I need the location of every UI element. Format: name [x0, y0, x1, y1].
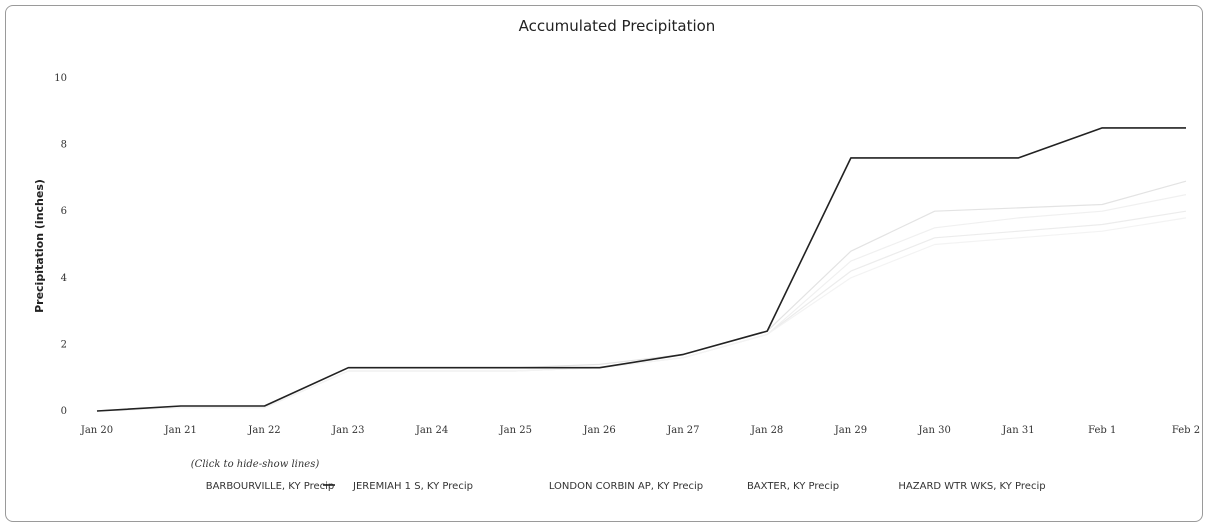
- legend-label: BARBOURVILLE, KY Precip: [206, 481, 335, 492]
- y-axis-ticks: 0 2 4 6 8 10: [54, 73, 67, 417]
- series-line-2[interactable]: [96, 210, 1187, 412]
- x-tick-label: Jan 30: [918, 425, 951, 436]
- legend-item-1[interactable]: JEREMIAH 1 S, KY Precip: [323, 481, 473, 492]
- x-tick-label: Jan 23: [331, 425, 364, 436]
- legend: BARBOURVILLE, KY Precip JEREMIAH 1 S, KY …: [206, 481, 1046, 492]
- x-tick-label: Jan 31: [1001, 425, 1034, 436]
- y-tick-label: 10: [54, 73, 67, 84]
- y-tick-label: 0: [61, 406, 67, 417]
- chart-frame: [5, 5, 1203, 522]
- series-line-3[interactable]: [96, 194, 1187, 412]
- x-tick-label: Feb 1: [1088, 425, 1116, 436]
- legend-item-0[interactable]: BARBOURVILLE, KY Precip: [206, 481, 335, 492]
- legend-hint: (Click to hide-show lines): [191, 459, 320, 470]
- chart-title: Accumulated Precipitation: [519, 17, 716, 35]
- legend-item-3[interactable]: BAXTER, KY Precip: [747, 481, 839, 492]
- series-line-4[interactable]: [96, 217, 1187, 412]
- legend-label: BAXTER, KY Precip: [747, 481, 839, 492]
- series-line-1[interactable]: [96, 127, 1186, 412]
- y-tick-label: 8: [61, 140, 67, 151]
- x-tick-label: Jan 29: [834, 425, 867, 436]
- x-tick-label: Jan 27: [666, 425, 699, 436]
- x-tick-label: Jan 24: [415, 425, 448, 436]
- legend-label: HAZARD WTR WKS, KY Precip: [898, 481, 1045, 492]
- x-tick-label: Jan 26: [582, 425, 615, 436]
- x-tick-label: Jan 21: [164, 425, 197, 436]
- series-lines: [96, 127, 1187, 412]
- y-tick-label: 6: [61, 206, 67, 217]
- y-tick-label: 2: [61, 339, 67, 350]
- x-axis-ticks: Jan 20 Jan 21 Jan 22 Jan 23 Jan 24 Jan 25 Jan …: [80, 425, 1200, 436]
- series-line-0[interactable]: [96, 180, 1187, 412]
- x-tick-label: Jan 25: [499, 425, 532, 436]
- x-tick-label: Jan 22: [247, 425, 280, 436]
- legend-label: JEREMIAH 1 S, KY Precip: [352, 481, 473, 492]
- legend-item-2[interactable]: LONDON CORBIN AP, KY Precip: [549, 481, 703, 492]
- x-tick-label: Jan 20: [80, 425, 113, 436]
- legend-label: LONDON CORBIN AP, KY Precip: [549, 481, 703, 492]
- y-axis-label: Precipitation (inches): [33, 179, 46, 313]
- x-tick-label: Feb 2: [1172, 425, 1200, 436]
- y-tick-label: 4: [61, 273, 67, 284]
- legend-item-4[interactable]: HAZARD WTR WKS, KY Precip: [898, 481, 1045, 492]
- x-tick-label: Jan 28: [750, 425, 783, 436]
